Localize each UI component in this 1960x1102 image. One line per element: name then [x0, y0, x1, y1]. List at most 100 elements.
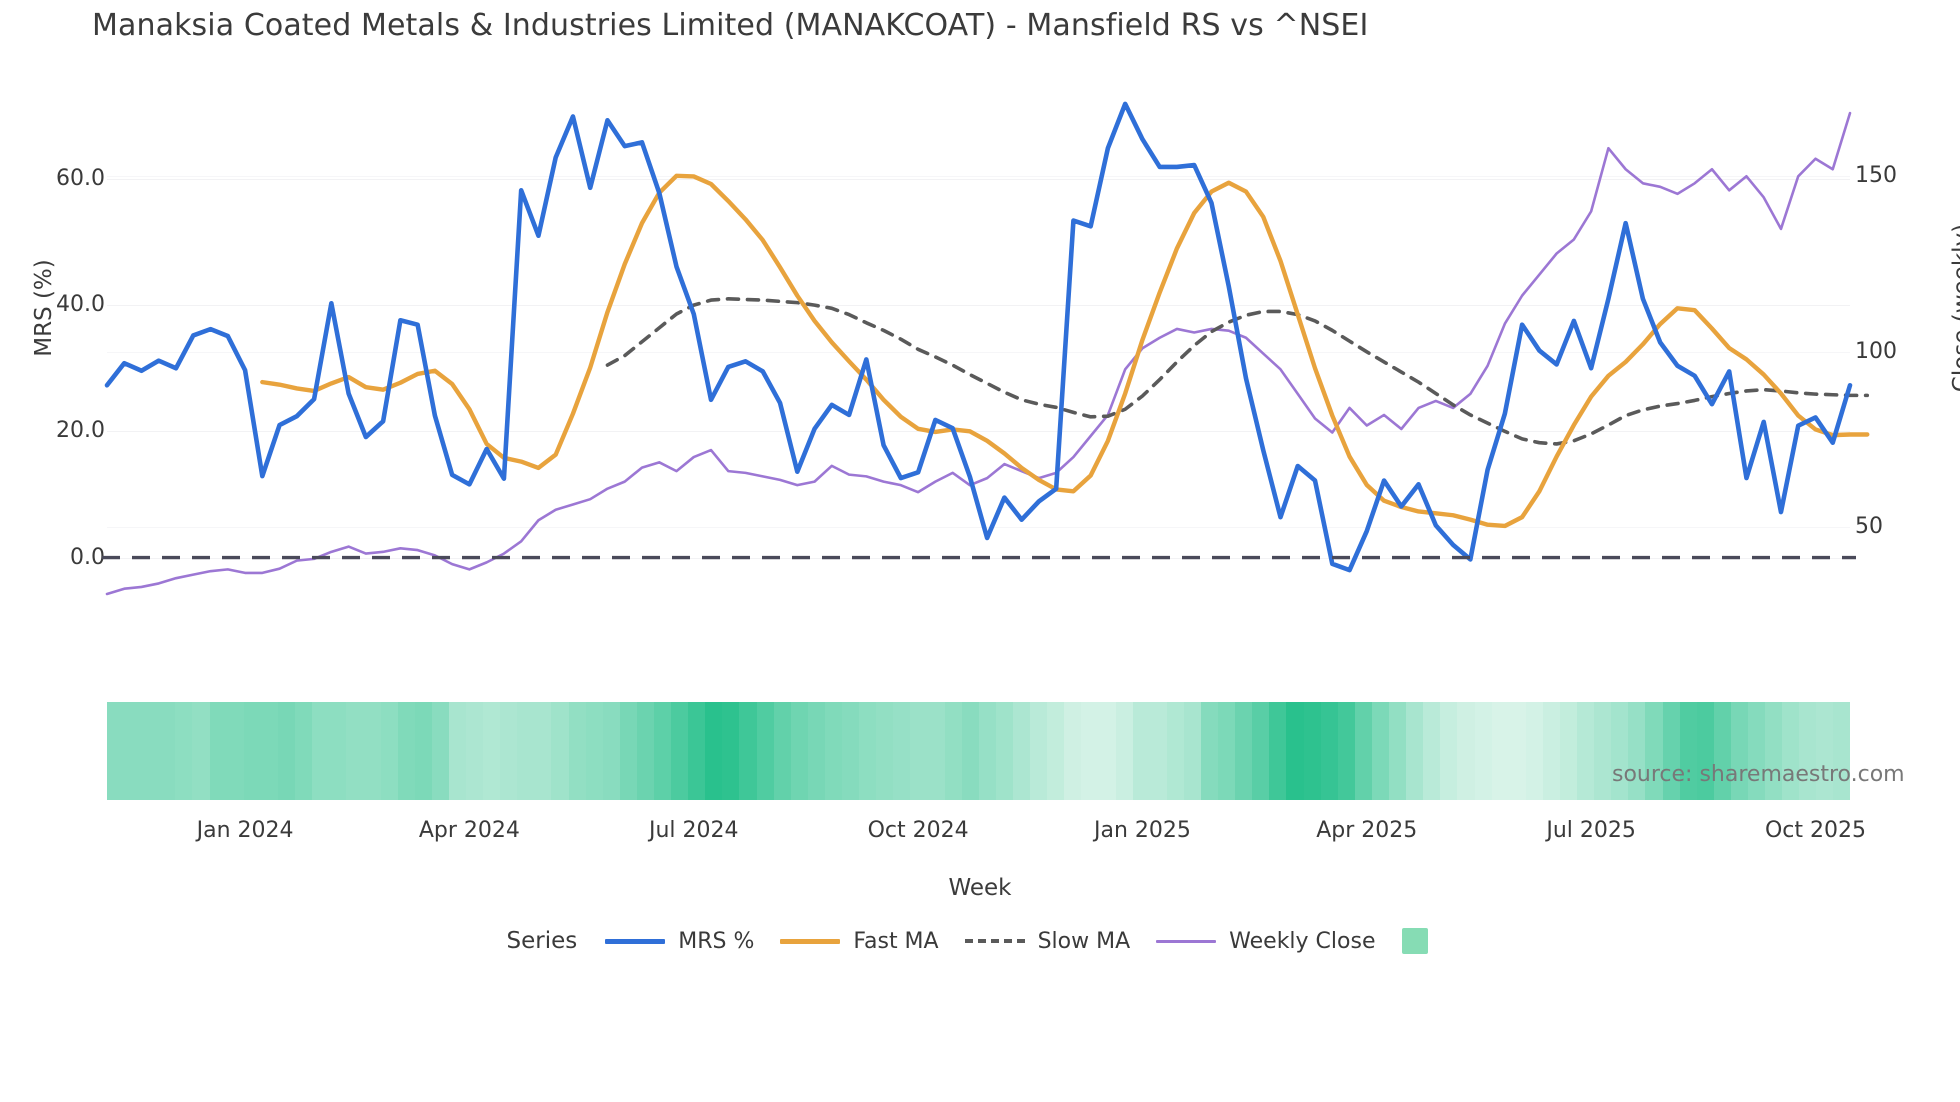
legend-entry-weekly-close[interactable]: Weekly Close — [1156, 928, 1376, 954]
heat-strip-cell — [722, 702, 740, 800]
legend-label-mrs: MRS % — [678, 928, 755, 954]
heat-strip-cell — [397, 702, 415, 800]
heat-strip-cell — [1183, 702, 1201, 800]
heat-strip-cell — [1645, 702, 1663, 800]
heat-strip-cell — [842, 702, 860, 800]
heat-strip-cell — [107, 702, 125, 800]
heat-strip-cell — [927, 702, 945, 800]
heat-strip-cell — [465, 702, 484, 800]
heat-strip-cell — [1286, 702, 1304, 800]
gridline-secondary — [107, 351, 1850, 353]
legend-entry-slow-ma[interactable]: Slow MA — [964, 928, 1131, 954]
gridline-secondary — [107, 527, 1850, 529]
heat-strip-cell — [1098, 702, 1116, 800]
heat-strip-cell — [226, 702, 244, 800]
heat-strip-cell — [654, 702, 672, 800]
legend-label-weekly-close: Weekly Close — [1229, 928, 1376, 954]
heat-strip-cell — [380, 702, 398, 800]
x-axis-tick-label: Apr 2024 — [418, 818, 520, 843]
legend-swatch-mrs-line — [605, 938, 666, 944]
heat-strip-cell — [1782, 702, 1800, 800]
heat-strip-cell — [1542, 702, 1560, 800]
legend-label-fast-ma: Fast MA — [853, 928, 939, 954]
heat-strip-cell — [1047, 702, 1065, 800]
y-axis-left-tick-label: 20.0 — [56, 418, 105, 444]
x-axis-tick-label: Jan 2024 — [196, 818, 294, 843]
x-axis-tick-label: Apr 2025 — [1316, 818, 1418, 843]
heat-strip-cell — [1252, 702, 1270, 800]
heat-strip-cell — [209, 702, 227, 800]
x-axis-tick-label: Jul 2025 — [1546, 818, 1636, 843]
heat-strip-cell — [448, 702, 466, 800]
heat-strip-cell — [1218, 702, 1236, 800]
x-axis-label: Week — [948, 875, 1012, 901]
heat-strip-cell — [773, 702, 791, 800]
heat-strip-cell — [124, 702, 142, 800]
heat-strip-cell — [1269, 702, 1287, 800]
chart-legend: Series MRS % Fast MA Slow MA Weekly Clos… — [0, 928, 1960, 954]
y-axis-right-tick-label: 100 — [1855, 338, 1897, 364]
legend-entry-fast-ma[interactable]: Fast MA — [780, 928, 939, 954]
gridline-secondary — [107, 176, 1850, 178]
heat-strip-cell — [414, 702, 432, 800]
heat-strip-cell — [329, 702, 347, 800]
heat-strip-cell — [1491, 702, 1509, 800]
heat-strip-cell — [1833, 702, 1850, 800]
heat-strip-cell — [1440, 702, 1458, 800]
y-axis-left-tick-label: 0.0 — [70, 544, 105, 570]
heat-strip-cell — [619, 702, 637, 800]
legend-swatch-fast-ma-line — [780, 938, 841, 944]
heat-strip-cell — [1525, 702, 1543, 800]
heat-strip-cell — [1696, 702, 1714, 800]
heat-strip-cell — [158, 702, 176, 800]
heat-strip-cell — [961, 702, 979, 800]
heat-strip-cell — [1816, 702, 1834, 800]
heat-strip-cell — [1662, 702, 1680, 800]
heat-strip-cell — [500, 702, 518, 800]
heat-strip-cell — [585, 702, 603, 800]
heat-strip-cell — [1559, 702, 1578, 800]
legend-entry-mrs[interactable]: MRS % — [605, 929, 754, 954]
heat-strip-cell — [1132, 702, 1150, 800]
heat-strip-cell — [1201, 702, 1219, 800]
heat-strip-cell — [859, 702, 877, 800]
heat-strip-cell — [431, 702, 449, 800]
relative-strength-heat-strip — [107, 702, 1850, 800]
heat-strip-cell — [1628, 702, 1646, 800]
heat-strip-cell — [739, 702, 757, 800]
heat-strip-cell — [1064, 702, 1082, 800]
heat-strip-cell — [1337, 702, 1355, 800]
heat-strip-cell — [978, 702, 996, 800]
x-axis-tick-label: Jan 2025 — [1093, 818, 1191, 843]
heat-strip-cell — [1423, 702, 1441, 800]
heat-strip-cell — [1577, 702, 1595, 800]
legend-title: Series — [506, 928, 578, 954]
x-axis-tick-label: Oct 2024 — [867, 818, 969, 843]
heat-strip-cell — [756, 702, 774, 800]
heat-strip-cell — [1713, 702, 1731, 800]
heat-strip-cell — [260, 702, 278, 800]
heat-strip-cell — [995, 702, 1013, 800]
heat-strip-cell — [1371, 702, 1390, 800]
heat-strip-cell — [1081, 702, 1099, 800]
heat-strip-cell — [1303, 702, 1321, 800]
source-note: source: sharemaestro.com — [1612, 762, 1905, 787]
heat-strip-cell — [1406, 702, 1424, 800]
legend-label-slow-ma: Slow MA — [1037, 928, 1131, 954]
legend-swatch-heat-strip — [1401, 928, 1428, 954]
heat-strip-cell — [175, 702, 193, 800]
heat-strip-cell — [910, 702, 928, 800]
x-axis-tick-label: Jul 2024 — [648, 818, 739, 843]
heat-strip-cell — [277, 702, 296, 800]
heat-strip-cell — [1748, 702, 1766, 800]
heat-strip-cell — [1474, 702, 1492, 800]
heat-strip-cell — [1799, 702, 1817, 800]
heat-strip-cell — [312, 702, 330, 800]
series-line — [104, 101, 1853, 573]
y-axis-right-tick-label: 150 — [1855, 163, 1897, 189]
y-axis-right-tick-label: 50 — [1855, 514, 1883, 540]
heat-strip-cell — [1730, 702, 1748, 800]
gridline — [107, 305, 1850, 307]
legend-entry-heat-strip[interactable] — [1401, 928, 1428, 954]
